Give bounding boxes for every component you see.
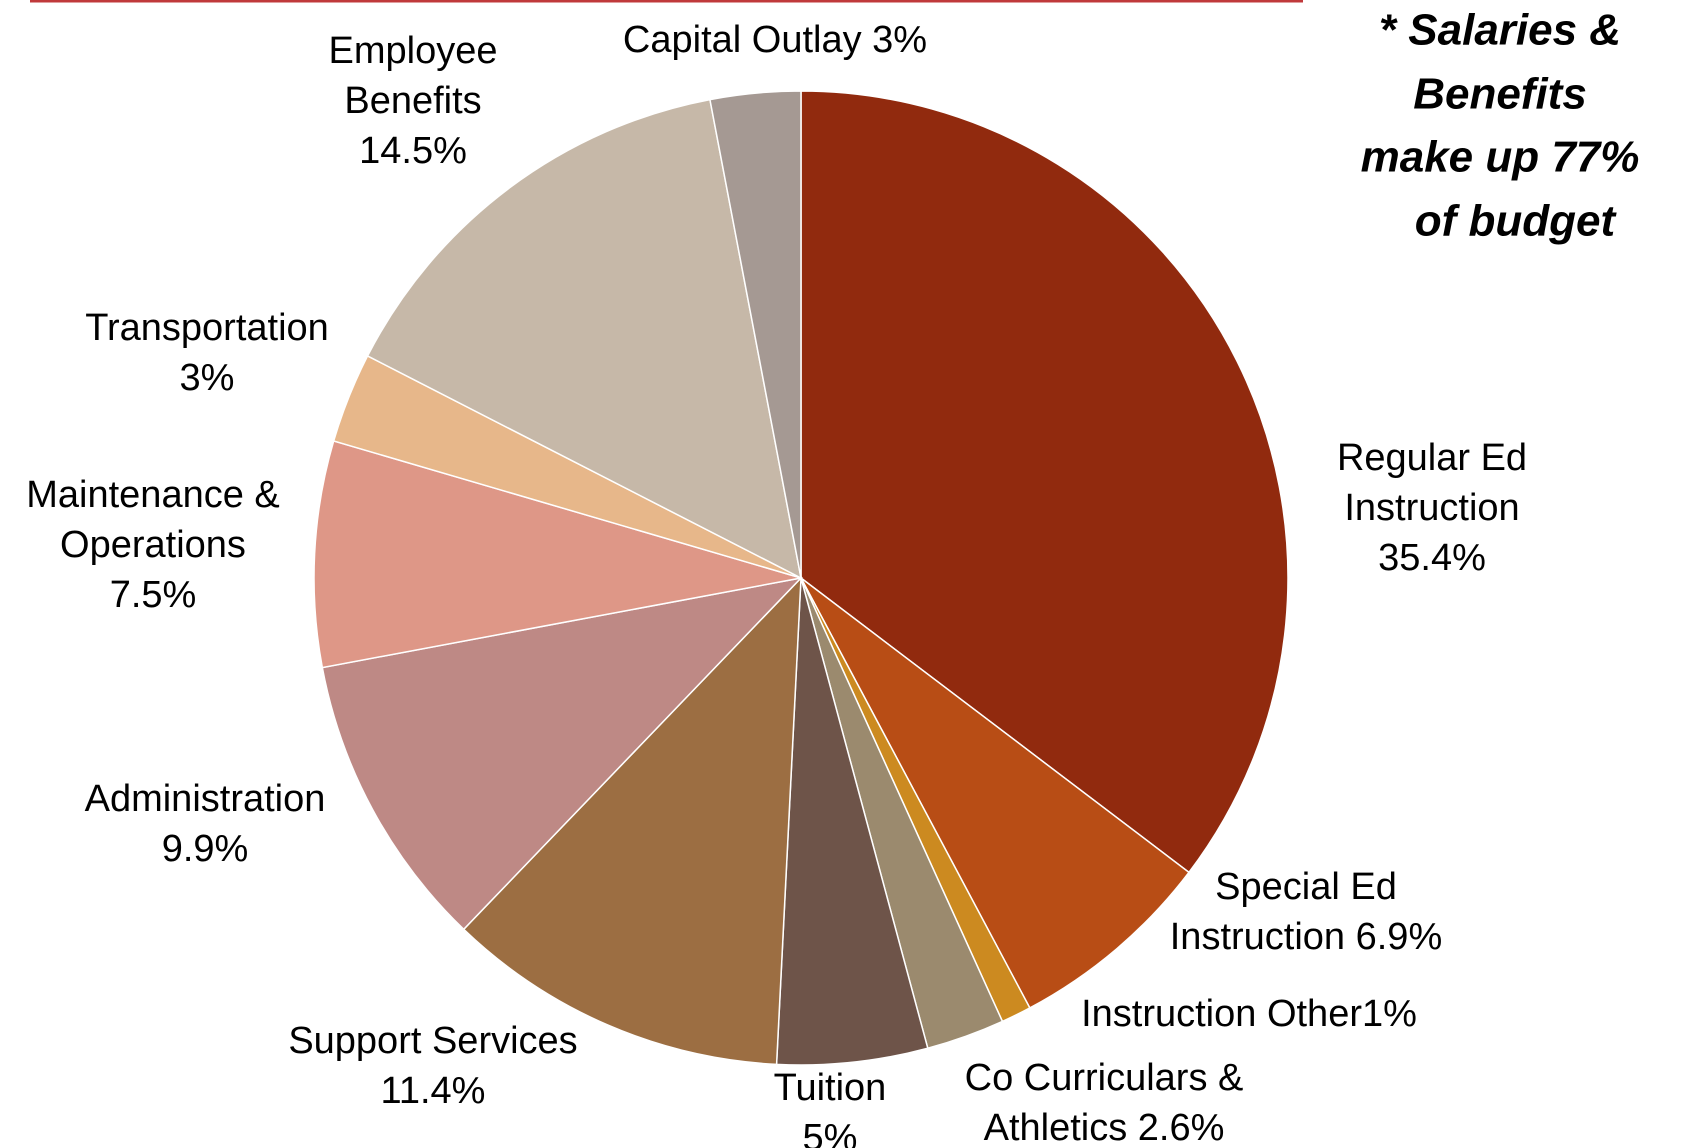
slice-label-employee-benefits: Employee Benefits 14.5%	[329, 30, 498, 172]
slice-label-line: 9.9%	[162, 828, 249, 870]
pie-slices	[313, 90, 1289, 1066]
slice-label-line: Administration	[85, 778, 326, 820]
pie-slice-special-ed-instruction	[800, 577, 1191, 1009]
slice-label-tuition: Tuition 5%	[774, 1067, 887, 1148]
pie-slice-capital-outlay	[709, 90, 802, 579]
annotation-line: make up 77%	[1361, 133, 1640, 182]
slice-label-support-services: Support Services 11.4%	[288, 1020, 577, 1112]
slice-label-regular-ed-instruction: Regular Ed Instruction 35.4%	[1337, 437, 1527, 579]
pie-slice-administration	[321, 576, 804, 931]
slice-label-special-ed-instruction: Special Ed Instruction 6.9%	[1170, 866, 1442, 958]
slice-label-line: Instruction Other1%	[1081, 993, 1417, 1035]
slice-label-line: Employee	[329, 30, 498, 72]
slice-label-line: Special Ed	[1215, 866, 1397, 908]
slice-label-instruction-other: Instruction Other1%	[1081, 993, 1417, 1035]
pie-slice-regular-ed-instruction	[800, 90, 1289, 874]
slice-label-transportation: Transportation 3%	[85, 307, 329, 399]
slice-label-line: 11.4%	[381, 1070, 486, 1112]
pie-slice-employee-benefits	[366, 98, 803, 580]
slice-label-line: Transportation	[85, 307, 329, 349]
slice-label-co-curriculars-and-athletics: Co Curriculars & Athletics 2.6%	[965, 1057, 1244, 1148]
slice-label-maintenance-and-operations: Maintenance & Operations 7.5%	[26, 474, 280, 616]
slice-label-line: Benefits	[344, 80, 481, 122]
pie-slice-tuition	[775, 577, 929, 1066]
slice-label-line: Capital Outlay 3%	[623, 19, 927, 61]
pie-slice-support-services	[462, 576, 802, 1066]
pie-slice-maintenance-and-operations	[313, 439, 802, 669]
slice-label-administration: Administration 9.9%	[85, 778, 326, 870]
slice-label-line: 5%	[803, 1117, 858, 1148]
annotation-line: * Salaries &	[1379, 6, 1621, 55]
slice-label-line: 14.5%	[359, 130, 467, 172]
slice-label-line: Instruction 6.9%	[1170, 916, 1442, 958]
annotation-line: of budget	[1415, 197, 1618, 246]
annotation-line: Benefits	[1413, 70, 1587, 119]
slice-label-line: Support Services	[288, 1020, 577, 1062]
slice-label-line: Athletics 2.6%	[984, 1107, 1225, 1148]
slice-label-line: Instruction	[1344, 487, 1519, 529]
slice-label-line: Regular Ed	[1337, 437, 1527, 479]
slice-label-line: Maintenance &	[26, 474, 280, 516]
slice-label-line: Tuition	[774, 1067, 887, 1109]
slice-label-line: 3%	[180, 357, 235, 399]
slice-labels: Regular Ed Instruction 35.4% Special Ed Inst…	[26, 19, 1527, 1148]
slice-label-line: 35.4%	[1378, 537, 1486, 579]
annotation-note: * Salaries & Benefits make up 77% of budget	[1361, 6, 1640, 246]
slice-label-capital-outlay: Capital Outlay 3%	[623, 19, 927, 61]
slice-label-line: Operations	[60, 524, 246, 566]
slice-label-line: 7.5%	[110, 574, 197, 616]
slice-label-line: Co Curriculars &	[965, 1057, 1244, 1099]
